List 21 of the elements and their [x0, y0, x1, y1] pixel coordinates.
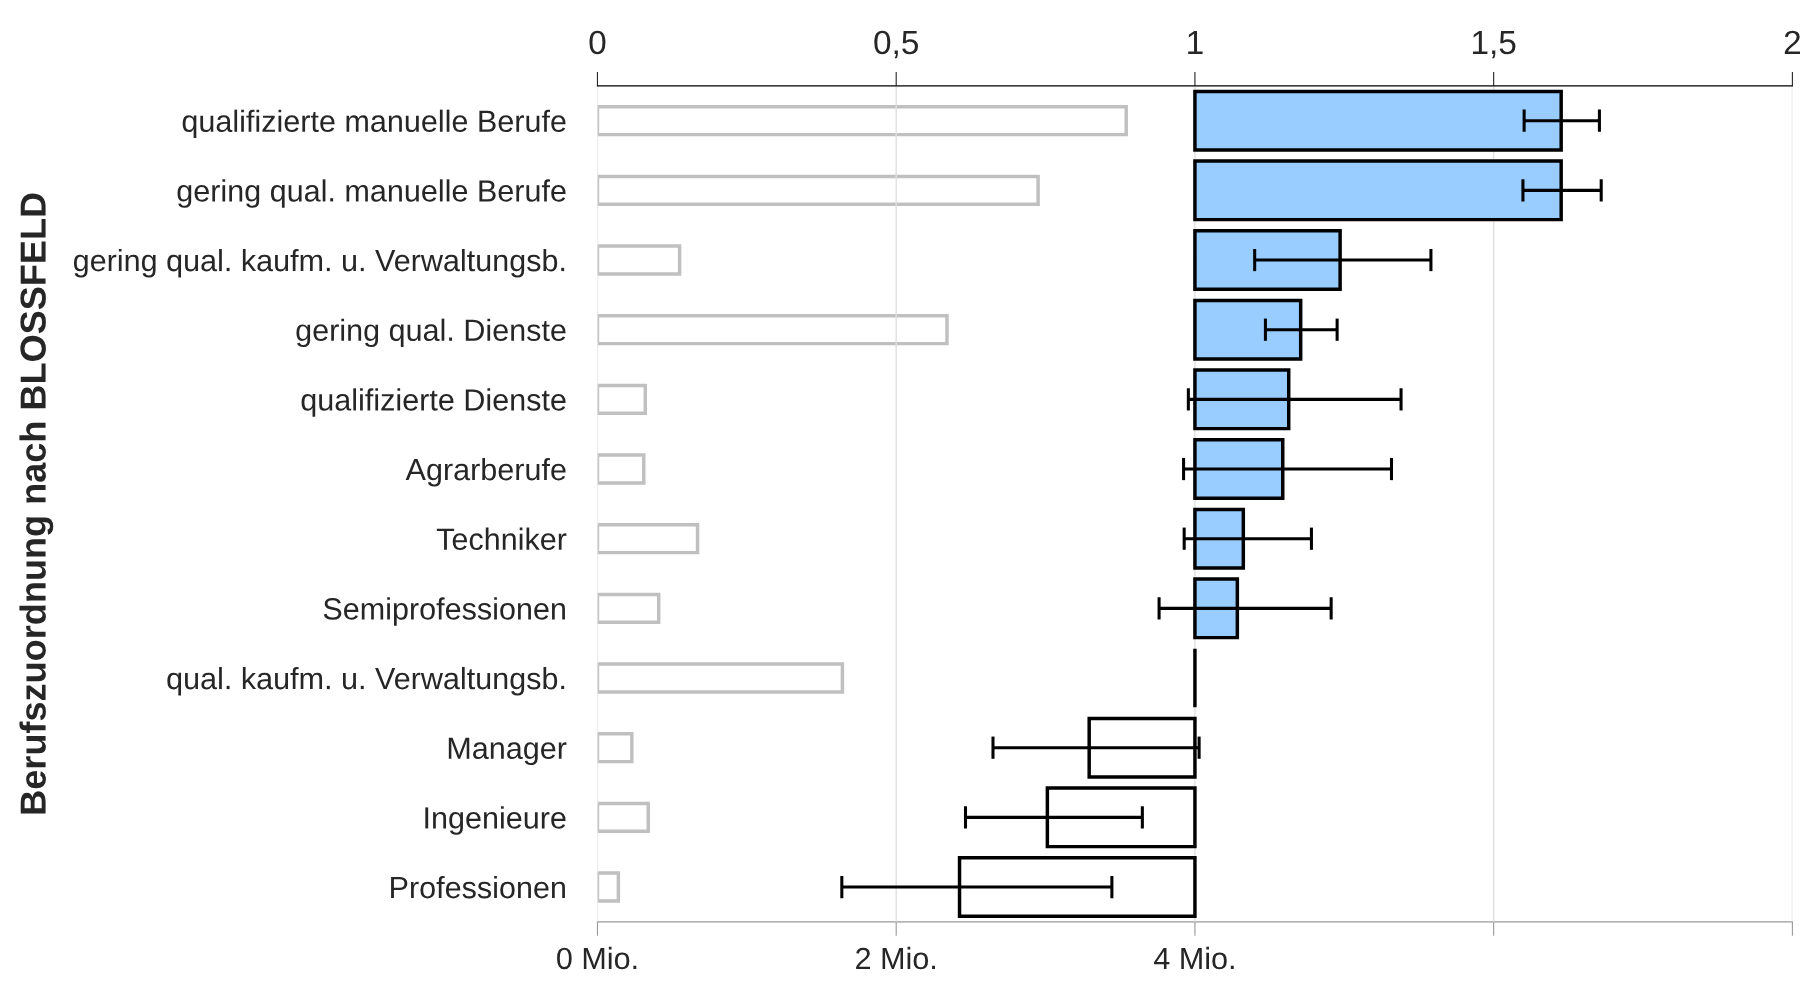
y-tick-label: Agrarberufe [405, 457, 566, 487]
y-tick-label: Semiprofessionen [323, 597, 565, 626]
y-tick-label: gering qual. manuelle Berufe [177, 179, 566, 208]
x2-tick-label: 1 [1188, 31, 1203, 54]
x-tick-label: 0 Mio. [557, 946, 637, 970]
x2-tick-label: 1,5 [1473, 31, 1516, 59]
y-tick-label: qual. kaufm. u. Verwaltungsb. [167, 666, 565, 696]
y-tick-label: Manager [448, 737, 567, 766]
y-tick-label: qualifizierte Dienste [301, 388, 566, 417]
x-tick-label: 4 Mio. [1154, 946, 1234, 970]
x2-tick-label: 0 [589, 30, 606, 55]
y-axis-title: Berufszuordnung nach BLOSSFELD [19, 193, 54, 814]
y-tick-label: gering qual. Dienste [296, 318, 566, 348]
x2-tick-label: 0,5 [874, 30, 918, 59]
y-tick-label: Techniker [436, 527, 567, 551]
x-tick-label: 2 Mio. [856, 946, 936, 970]
x2-tick-label: 2 [1784, 30, 1800, 54]
y-tick-label: Professionen [391, 875, 565, 899]
y-tick-label: qualifizierte manuelle Berufe [182, 109, 566, 139]
y-tick-label: gering qual. kaufm. u. Verwaltungsb. [73, 248, 565, 278]
y-tick-label: Ingenieure [425, 806, 566, 835]
